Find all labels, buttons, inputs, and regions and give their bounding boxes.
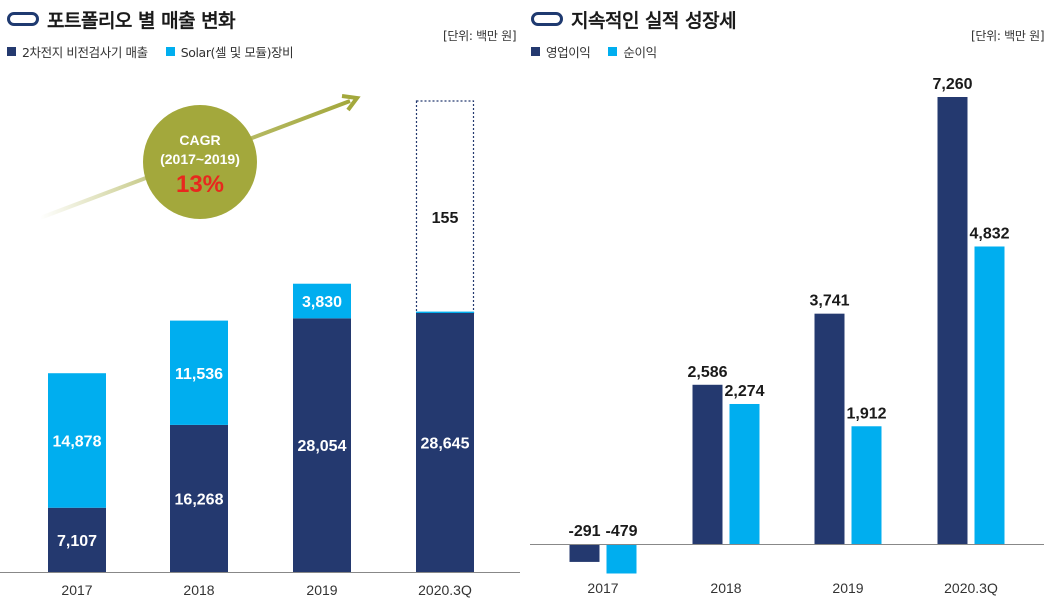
- left-chart-title: 포트폴리오 별 매출 변화: [47, 9, 236, 32]
- growth-arrowhead-icon: [341, 94, 361, 112]
- x-tick-2017: 2017: [587, 580, 618, 596]
- x-tick-2020.3Q: 2020.3Q: [944, 580, 998, 596]
- legend-label-net: 순이익: [623, 45, 657, 60]
- label-battery-2019: 28,054: [298, 438, 347, 455]
- cagr-label: CAGR: [179, 132, 220, 148]
- bar-net-2018: [729, 403, 760, 544]
- bar-net-2019: [851, 426, 882, 544]
- legend-swatch-navy: [531, 47, 540, 56]
- label-net-2017: -479: [605, 523, 637, 540]
- label-solar-2020.3Q: 155: [432, 210, 459, 227]
- cagr-annotation: CAGR (2017~2019) 13%: [39, 94, 361, 220]
- right-chart-title: 지속적인 실적 성장세: [571, 9, 737, 32]
- bar-solar-outline-2020.3Q: [415, 100, 475, 314]
- label-solar-2018: 11,536: [175, 366, 223, 383]
- right-unit-label: [단위: 백만 원]: [971, 29, 1045, 43]
- bar-battery-2017: [48, 507, 106, 572]
- bar-net-2017: [606, 544, 637, 574]
- bar-solar-2017: [48, 373, 106, 508]
- left-legend: 2차전지 비전검사기 매출 Solar(셀 및 모듈)장비: [7, 42, 311, 61]
- bar-battery-2018: [170, 424, 228, 572]
- right-legend: 영업이익 순이익: [531, 42, 675, 61]
- bar-net-2020.3Q: [974, 246, 1005, 545]
- label-net-2019: 1,912: [846, 405, 886, 422]
- x-tick-2019: 2019: [832, 580, 863, 596]
- label-solar-2017: 14,878: [53, 433, 102, 450]
- legend-item-operating: 영업이익: [531, 42, 591, 61]
- legend-label-battery: 2차전지 비전검사기 매출: [22, 45, 148, 60]
- label-solar-2019: 3,830: [302, 294, 342, 311]
- legend-label-operating: 영업이익: [546, 45, 591, 60]
- x-tick-2019: 2019: [306, 582, 337, 598]
- label-battery-2018: 16,268: [175, 491, 224, 508]
- cagr-circle: [143, 105, 257, 219]
- legend-item-net: 순이익: [608, 42, 657, 61]
- legend-swatch-navy: [7, 47, 16, 56]
- x-tick-2020.3Q: 2020.3Q: [418, 582, 472, 598]
- x-tick-2018: 2018: [710, 580, 741, 596]
- legend-swatch-cyan: [165, 47, 175, 56]
- cagr-period: (2017~2019): [160, 151, 240, 167]
- right-chart-svg: -291 -479 2,586 2,274 3,741 1,912 7,260 4,832 2…: [530, 76, 1044, 596]
- legend-swatch-cyan: [608, 47, 618, 56]
- bar-solar-2019: [293, 283, 351, 319]
- bar-operating-2017: [569, 544, 600, 562]
- label-battery-2020.3Q: 28,645: [421, 436, 470, 453]
- bar-solar-2018: [170, 320, 228, 425]
- bar-operating-2020.3Q: [937, 97, 968, 544]
- label-operating-2019: 3,741: [809, 293, 849, 310]
- label-net-2020.3Q: 4,832: [969, 225, 1009, 242]
- left-chart-svg: 14,878 7,107 11,536 16,268 3,830 28,054 155 28,…: [0, 94, 520, 598]
- revenue-portfolio-panel: 포트폴리오 별 매출 변화 [단위: 백만 원] 2차전지 비전검사기 매출 S…: [0, 0, 524, 608]
- bar-operating-2018: [692, 384, 723, 544]
- bar-battery-2019: [293, 318, 351, 572]
- legend-item-solar: Solar(셀 및 모듈)장비: [165, 42, 294, 61]
- label-operating-2020.3Q: 7,260: [932, 76, 972, 93]
- cagr-value: 13%: [176, 171, 224, 198]
- x-tick-2017: 2017: [61, 582, 92, 598]
- label-operating-2018: 2,586: [687, 364, 727, 381]
- title-pill-icon: [531, 12, 563, 26]
- x-tick-2018: 2018: [183, 582, 214, 598]
- label-net-2018: 2,274: [724, 383, 764, 400]
- left-unit-label: [단위: 백만 원]: [443, 29, 517, 43]
- legend-label-solar: Solar(셀 및 모듈)장비: [180, 45, 294, 60]
- label-battery-2017: 7,107: [57, 533, 97, 550]
- title-pill-icon: [7, 12, 39, 26]
- profit-growth-panel: 지속적인 실적 성장세 [단위: 백만 원] 영업이익 순이익 -291 -479…: [524, 0, 1049, 608]
- left-title-row: 포트폴리오 별 매출 변화: [7, 6, 236, 32]
- bar-battery-2020.3Q: [416, 313, 474, 572]
- right-title-row: 지속적인 실적 성장세: [531, 6, 737, 32]
- bar-solar-2020.3Q: [416, 311, 474, 313]
- bar-operating-2019: [814, 313, 845, 544]
- label-operating-2017: -291: [568, 523, 600, 540]
- legend-item-battery: 2차전지 비전검사기 매출: [7, 42, 148, 61]
